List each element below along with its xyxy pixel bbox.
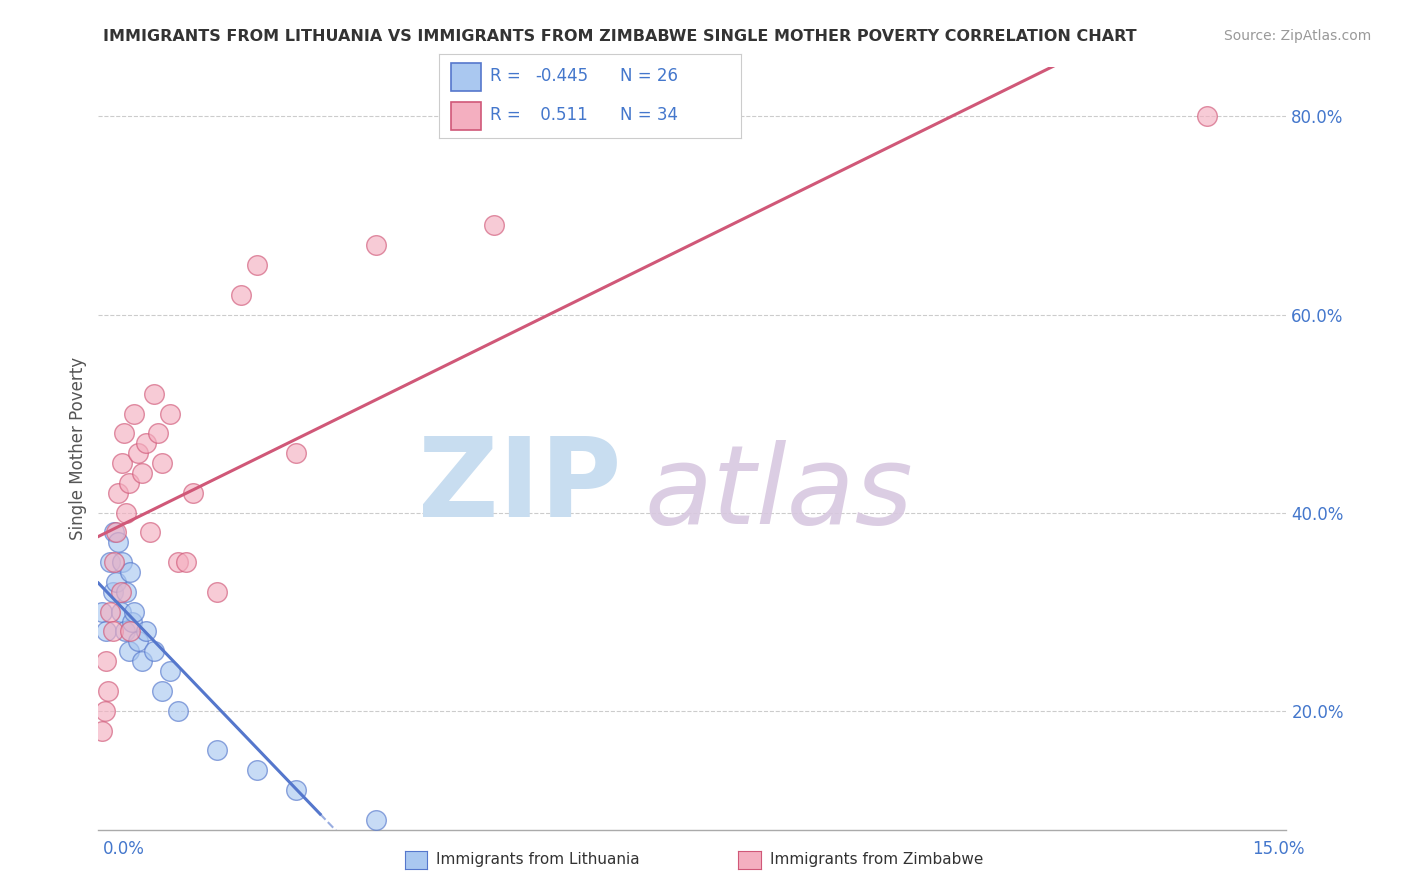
Point <box>96 624 118 639</box>
Point <box>285 446 308 460</box>
Text: IMMIGRANTS FROM LITHUANIA VS IMMIGRANTS FROM ZIMBABWE SINGLE MOTHER POVERTY CORR: IMMIGRANTS FROM LITHUANIA VS IMMIGRANTS … <box>103 29 1136 44</box>
Point <box>103 555 125 569</box>
Point <box>107 485 129 500</box>
Text: -0.445: -0.445 <box>536 68 589 86</box>
Point <box>110 605 132 619</box>
Point <box>110 585 132 599</box>
Point <box>122 407 145 421</box>
Point <box>114 624 136 639</box>
Point <box>115 506 138 520</box>
Text: R =: R = <box>491 68 526 86</box>
Point <box>207 743 229 757</box>
Point <box>117 475 139 490</box>
Point <box>131 654 153 668</box>
Point <box>91 605 114 619</box>
Point <box>94 704 117 718</box>
Point <box>115 585 138 599</box>
Point <box>142 386 165 401</box>
Point <box>183 485 205 500</box>
Text: 15.0%: 15.0% <box>1253 840 1305 858</box>
Point <box>174 555 197 569</box>
Text: 0.0%: 0.0% <box>103 840 145 858</box>
Bar <box>451 62 481 91</box>
Point <box>131 466 153 480</box>
Point <box>142 644 165 658</box>
Point <box>111 456 134 470</box>
Point <box>111 555 134 569</box>
Point <box>127 634 149 648</box>
Point <box>104 574 127 589</box>
Point <box>159 407 181 421</box>
Point <box>135 624 157 639</box>
Point <box>101 624 124 639</box>
Point <box>150 684 173 698</box>
Text: R =: R = <box>491 106 526 124</box>
Text: N = 26: N = 26 <box>620 68 678 86</box>
Point <box>107 535 129 549</box>
Point <box>103 525 125 540</box>
Point <box>127 446 149 460</box>
Point <box>117 644 139 658</box>
Text: Source: ZipAtlas.com: Source: ZipAtlas.com <box>1223 29 1371 43</box>
Point <box>159 664 181 678</box>
Point <box>364 813 387 827</box>
Point <box>112 426 135 441</box>
Point <box>166 555 188 569</box>
Point <box>98 555 121 569</box>
Point <box>98 605 121 619</box>
Point <box>96 654 118 668</box>
Bar <box>451 102 481 130</box>
Text: N = 34: N = 34 <box>620 106 678 124</box>
Point <box>207 585 229 599</box>
Text: Immigrants from Zimbabwe: Immigrants from Zimbabwe <box>770 853 984 867</box>
Point <box>146 426 169 441</box>
Point <box>97 684 120 698</box>
Text: atlas: atlas <box>645 441 914 548</box>
Point <box>364 238 387 252</box>
Point <box>104 525 127 540</box>
Point <box>166 704 188 718</box>
Point <box>135 436 157 450</box>
Point <box>101 585 124 599</box>
Point <box>1197 110 1219 124</box>
Point <box>285 783 308 797</box>
Point <box>139 525 162 540</box>
Y-axis label: Single Mother Poverty: Single Mother Poverty <box>69 357 87 540</box>
Point <box>246 763 269 777</box>
Text: 0.511: 0.511 <box>536 106 588 124</box>
Point <box>121 615 143 629</box>
Point <box>120 624 142 639</box>
Point <box>120 565 142 579</box>
Text: Immigrants from Lithuania: Immigrants from Lithuania <box>436 853 640 867</box>
Point <box>122 605 145 619</box>
Text: ZIP: ZIP <box>418 433 621 540</box>
Point <box>246 258 269 272</box>
Point <box>91 723 114 738</box>
Point <box>150 456 173 470</box>
Point <box>484 219 506 233</box>
Point <box>229 287 252 301</box>
